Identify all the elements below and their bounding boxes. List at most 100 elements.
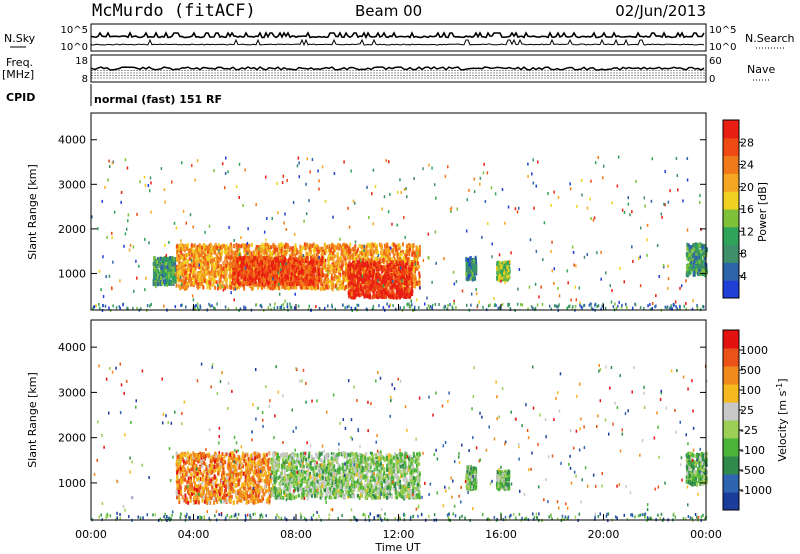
scatter-cell [358,244,361,249]
scatter-cell [176,254,179,259]
scatter-cell [216,245,219,250]
scatter-cell [230,281,233,286]
scatter-cell [397,275,400,280]
scatter-cell [392,287,395,292]
scatter-cell [157,276,160,281]
scatter-cell [164,259,167,264]
scatter-cell [329,256,332,261]
cpid-label: CPID [6,91,35,104]
scatter-cell [278,286,281,291]
scatter-cell [504,275,507,280]
scatter-cell [501,270,504,275]
scatter-cell [417,254,420,259]
scatter-cell [362,269,365,274]
scatter-cell [391,265,394,270]
scatter-cell [215,261,218,266]
scatter-cell [248,256,251,261]
scatter-cell [204,262,207,267]
scatter-cell [165,261,168,266]
scatter-cell [404,262,407,267]
scatter-cell [398,252,401,257]
scatter-cell [361,267,364,272]
scatter-cell [226,260,229,265]
scatter-cell [368,249,371,254]
scatter-cell [153,282,156,287]
scatter-cell [397,282,400,287]
scatter-cell [185,286,188,291]
scatter-cell [341,251,344,256]
scatter-cell [307,275,310,280]
scatter-cell [374,278,377,283]
scatter-cell [190,277,193,282]
scatter-cell [404,294,407,299]
scatter-cell [170,271,173,276]
scatter-cell [281,250,284,255]
scatter-cell [342,270,345,275]
scatter-cell [254,277,257,282]
scatter-cell [406,287,409,292]
scatter-cell [496,265,499,270]
scatter-cell [465,261,468,266]
scatter-cell [202,245,205,250]
scatter-cell [402,267,405,272]
scatter-cell [196,271,199,276]
scatter-cell [332,258,335,263]
scatter-cell [414,257,417,262]
scatter-cell [288,276,291,281]
scatter-cell [241,262,244,267]
scatter-cell [226,284,229,289]
scatter-cell [361,280,364,285]
scatter-cell [353,256,356,261]
scatter-cell [242,274,245,279]
scatter-cell [387,281,390,286]
scatter-cell [229,266,232,271]
scatter-cell [328,248,331,253]
scatter-cell [356,288,359,293]
scatter-cell [376,278,379,283]
scatter-cell [387,273,390,278]
scatter-cell [362,276,365,281]
scatter-cell [411,262,414,267]
scatter-cell [232,244,235,249]
scatter-cell [380,282,383,287]
scatter-cell [230,250,233,255]
scatter-cell [312,278,315,283]
scatter-cell [324,246,327,251]
scatter-cell [171,279,174,284]
scatter-cell [278,243,281,248]
scatter-cell [360,244,363,249]
scatter-cell [378,260,381,265]
scatter-cell [336,280,339,285]
scatter-cell [198,284,201,289]
scatter-cell [193,249,196,254]
scatter-cell [365,244,368,249]
scatter-cell [241,258,244,263]
scatter-cell [345,268,348,273]
scatter-cell [413,251,416,256]
scatter-cell [408,266,411,271]
scatter-cell [203,262,206,267]
scatter-cell [270,281,273,286]
scatter-cell [228,281,231,286]
scatter-cell [370,252,373,257]
scatter-cell [197,282,200,287]
scatter-cell [309,255,312,260]
scatter-cell [242,262,245,267]
scatter-cell [218,265,221,270]
scatter-cell [473,265,476,270]
scatter-cell [333,273,336,278]
scatter-cell [474,257,477,262]
scatter-cell [271,263,274,268]
scatter-cell [194,246,197,251]
scatter-cell [348,246,351,251]
scatter-cell [371,266,374,271]
scatter-cell [224,269,227,274]
scatter-cell [163,271,166,276]
scatter-cell [234,255,237,260]
scatter-cell [328,251,331,256]
scatter-cell [261,265,264,270]
scatter-cell [417,261,420,266]
scatter-cell [411,260,414,265]
scatter-cell [357,283,360,288]
scatter-cell [298,281,301,286]
